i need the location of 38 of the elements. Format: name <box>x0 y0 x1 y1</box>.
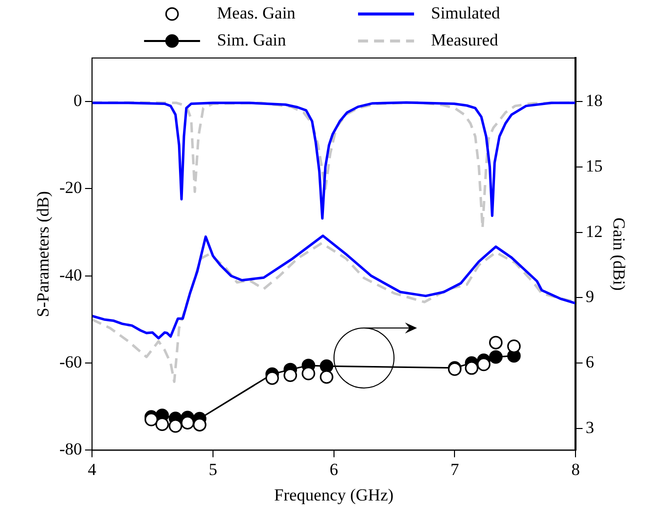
y2-tick-label: 9 <box>586 287 594 306</box>
y2-tick-label: 18 <box>586 91 603 110</box>
y2-tick-label: 3 <box>586 418 594 437</box>
x-tick-label: 7 <box>450 460 460 479</box>
point <box>464 361 478 375</box>
legend-label: Measured <box>431 30 499 50</box>
y2-tick-label: 12 <box>586 222 603 241</box>
point <box>476 358 490 372</box>
x-axis-title: Frequency (GHz) <box>274 485 394 504</box>
y-tick-label: -80 <box>59 440 82 459</box>
point <box>302 366 316 380</box>
point <box>155 418 169 432</box>
y-axis-title: S-Parameters (dB) <box>34 191 53 318</box>
y-tick-label: -40 <box>59 265 82 284</box>
legend-label: Sim. Gain <box>217 30 287 50</box>
legend-label: Meas. Gain <box>217 3 296 22</box>
y-tick-label: -20 <box>59 178 82 198</box>
x-tick-label: 5 <box>208 460 218 479</box>
point <box>168 419 182 433</box>
y2-tick-label: 15 <box>586 156 603 176</box>
point <box>265 371 279 385</box>
legend-label: Simulated <box>431 3 500 22</box>
y-tick-label: 0 <box>74 91 82 110</box>
x-tick-label: 6 <box>330 460 338 479</box>
y-tick-label: -60 <box>59 352 82 372</box>
y2-tick-label: 6 <box>586 352 594 372</box>
point <box>320 359 334 373</box>
point <box>489 350 503 364</box>
point <box>507 340 521 354</box>
point <box>192 418 206 432</box>
point <box>180 416 194 430</box>
point <box>320 370 334 384</box>
point <box>144 412 158 426</box>
x-tick-label: 8 <box>571 460 580 479</box>
x-tick-label: 4 <box>88 460 97 479</box>
point <box>284 368 298 382</box>
point <box>489 336 503 350</box>
y2-axis-title: Gain (dBi) <box>609 218 628 291</box>
